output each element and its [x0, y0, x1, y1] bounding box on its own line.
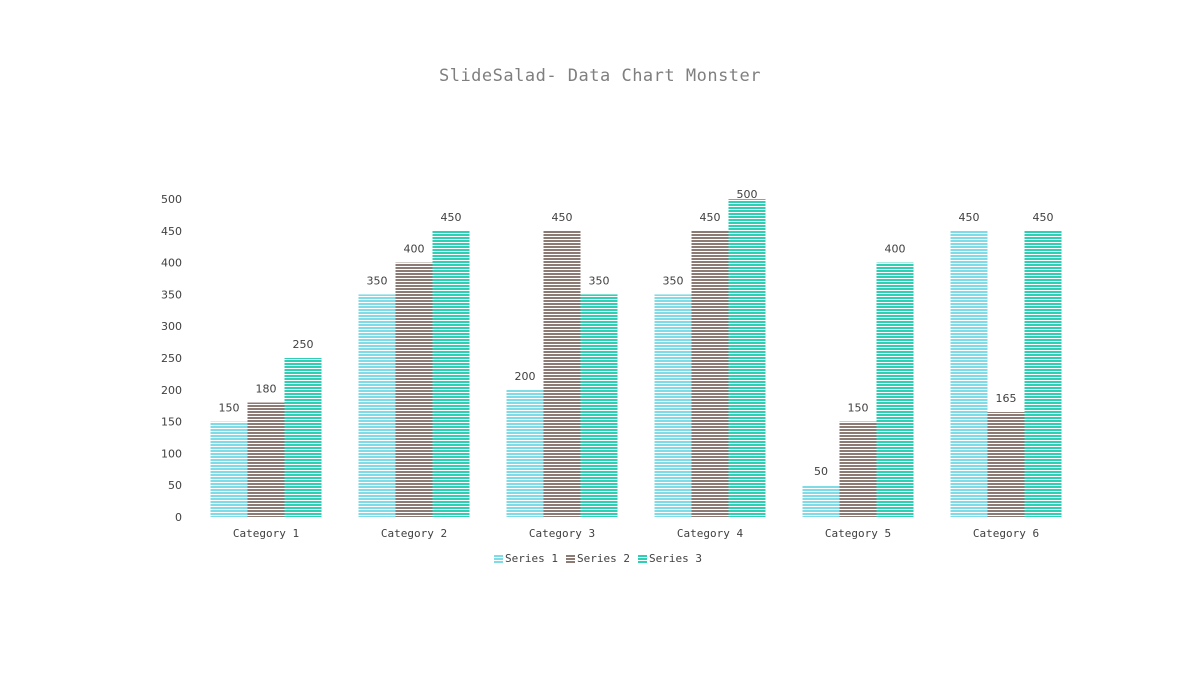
y-tick-label: 350 — [161, 288, 182, 301]
y-tick-label: 400 — [161, 257, 182, 270]
data-label: 350 — [367, 274, 388, 287]
y-tick-label: 100 — [161, 447, 182, 460]
data-label: 450 — [552, 211, 573, 224]
data-label: 150 — [848, 402, 869, 415]
bar-series1-category2 — [358, 294, 396, 517]
legend-label: Series 2 — [577, 552, 630, 565]
y-tick-label: 150 — [161, 416, 182, 429]
data-label: 165 — [996, 392, 1017, 405]
y-tick-label: 0 — [175, 511, 182, 524]
category-label: Category 3 — [529, 527, 595, 540]
bar-series2-category4 — [691, 230, 729, 518]
data-label: 400 — [885, 243, 906, 256]
category-label: Category 2 — [381, 527, 447, 540]
data-label: 180 — [256, 383, 277, 396]
bar-series3-category1 — [284, 358, 322, 517]
data-label: 450 — [959, 211, 980, 224]
y-tick-label: 250 — [161, 352, 182, 365]
data-label: 50 — [814, 465, 828, 478]
y-tick-label: 50 — [168, 479, 182, 492]
data-label: 350 — [663, 274, 684, 287]
y-axis: 0 50 100 150 200 250 300 350 400 450 500 — [161, 193, 182, 524]
legend-swatch — [494, 554, 503, 563]
y-tick-label: 500 — [161, 193, 182, 206]
bar-series2-category1 — [247, 402, 285, 517]
bar-series1-category6 — [950, 230, 988, 518]
data-label: 450 — [441, 211, 462, 224]
bar-series3-category3 — [580, 294, 618, 517]
bar-series2-category2 — [395, 262, 433, 517]
x-axis: Category 1 Category 2 Category 3 Category 4… — [233, 527, 1039, 540]
category-label: Category 6 — [973, 527, 1039, 540]
legend-label: Series 1 — [505, 552, 558, 565]
data-label: 450 — [1033, 211, 1054, 224]
data-label: 400 — [404, 243, 425, 256]
y-tick-label: 450 — [161, 225, 182, 238]
bar-series3-category4 — [728, 199, 766, 517]
bar-series3-category2 — [432, 230, 470, 518]
bar-series2-category5 — [839, 421, 877, 517]
bars: 150 180 250 350 400 450 200 450 350 350 450 500 50 15… — [210, 188, 1062, 518]
data-label: 200 — [515, 370, 536, 383]
bar-series1-category1 — [210, 421, 248, 517]
data-label: 250 — [293, 338, 314, 351]
y-tick-label: 200 — [161, 384, 182, 397]
data-label: 150 — [219, 402, 240, 415]
legend-label: Series 3 — [649, 552, 702, 565]
bar-series1-category5 — [802, 485, 840, 517]
y-tick-label: 300 — [161, 320, 182, 333]
category-label: Category 1 — [233, 527, 299, 540]
bar-series3-category5 — [876, 262, 914, 517]
data-label: 500 — [737, 188, 758, 201]
bar-series2-category3 — [543, 230, 581, 518]
bar-series1-category3 — [506, 389, 544, 517]
category-label: Category 4 — [677, 527, 744, 540]
legend: Series 1 Series 2 Series 3 — [494, 552, 702, 565]
category-label: Category 5 — [825, 527, 891, 540]
data-label: 450 — [700, 211, 721, 224]
bar-series1-category4 — [654, 294, 692, 517]
legend-swatch — [638, 554, 647, 563]
legend-swatch — [566, 554, 575, 563]
data-label: 350 — [589, 274, 610, 287]
chart-title: SlideSalad- Data Chart Monster — [438, 66, 762, 86]
bar-series2-category6 — [987, 412, 1025, 517]
bar-series3-category6 — [1024, 230, 1062, 518]
